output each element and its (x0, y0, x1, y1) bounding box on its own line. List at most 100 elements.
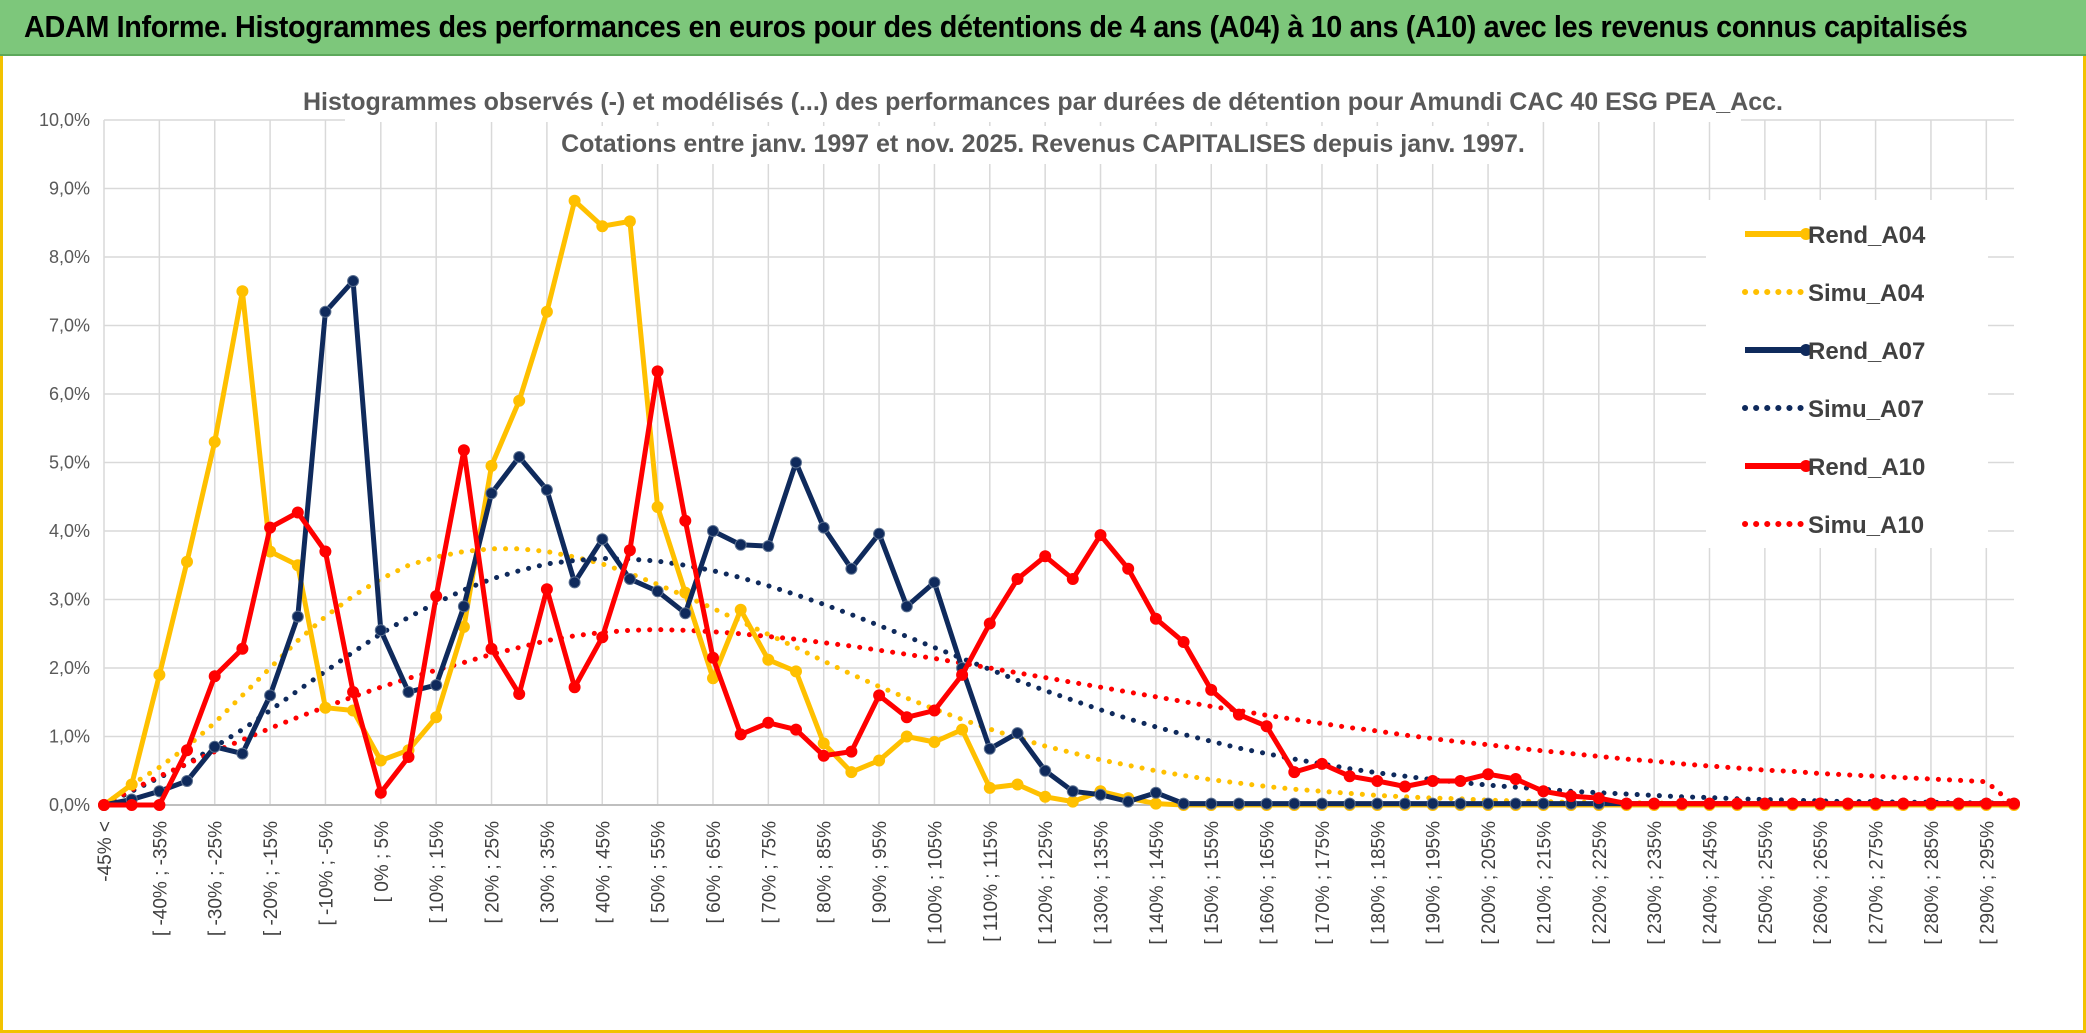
data-point (1039, 764, 1052, 777)
data-point (1869, 797, 1882, 810)
data-point (402, 751, 415, 763)
data-point (153, 799, 166, 811)
data-point (1011, 778, 1024, 791)
chart-title-line-2: Cotations entre janv. 1997 et nov. 2025.… (561, 130, 1525, 158)
data-point (900, 600, 913, 613)
data-point (1066, 795, 1079, 808)
x-tick-label: [ 60% ; 65% (704, 821, 725, 924)
data-point (540, 305, 553, 318)
x-tick-label: [ 270% ; 275% (1867, 821, 1888, 945)
data-point (983, 781, 996, 794)
data-point (208, 670, 221, 683)
data-point (928, 704, 941, 717)
data-point (1149, 612, 1162, 625)
legend-background (1706, 200, 1988, 548)
series-line-simu-a07 (101, 555, 2017, 808)
data-point (236, 747, 249, 760)
data-point (983, 742, 996, 755)
legend-label: Rend_A10 (1808, 454, 1925, 481)
title-bg-2 (585, 126, 1501, 164)
x-tick-label: [ 230% ; 235% (1645, 821, 1666, 945)
data-point (374, 754, 387, 767)
x-tick-label: [ 260% ; 265% (1811, 821, 1832, 945)
x-tick-label: [ 80% ; 85% (815, 821, 836, 924)
data-point (762, 716, 775, 729)
data-point (1509, 797, 1522, 810)
data-point (181, 555, 193, 568)
data-point (1731, 797, 1744, 810)
data-point (1952, 797, 1965, 810)
data-point (1288, 797, 1301, 810)
banner-title: ADAM Informe. Histogrammes des performan… (24, 9, 1968, 44)
data-point (596, 533, 609, 546)
data-point (790, 665, 802, 678)
data-point (236, 642, 249, 655)
x-tick-label: [ 120% ; 125% (1036, 821, 1057, 945)
y-tick-label: 10,0% (39, 110, 90, 130)
title-bg-1 (345, 84, 1741, 122)
data-point (1149, 786, 1162, 799)
legend-marker (1800, 344, 1812, 356)
data-point (374, 624, 387, 637)
data-point (734, 538, 747, 551)
x-tick-label: [ 170% ; 175% (1313, 821, 1334, 945)
data-point (347, 275, 360, 287)
data-point (208, 740, 221, 753)
data-point (928, 736, 941, 748)
legend-marker (1800, 228, 1812, 240)
x-tick-label: [ 290% ; 295% (1977, 821, 1998, 945)
legend-label: Rend_A07 (1808, 338, 1925, 365)
data-point (873, 754, 886, 767)
legend: Rend_A04 Simu_A04 Rend_A07 Simu_A07 Rend_A10… (1706, 200, 1988, 548)
data-point (98, 799, 110, 811)
data-point (1039, 790, 1052, 803)
data-point (1011, 727, 1024, 740)
data-point (1482, 768, 1495, 781)
y-tick-label: 9,0% (49, 179, 90, 199)
data-point (540, 583, 553, 596)
data-point (762, 540, 775, 553)
y-tick-label: 7,0% (49, 316, 90, 336)
banner: ADAM Informe. Histogrammes des performan… (0, 0, 2086, 56)
x-tick-label: [ 40% ; 45% (593, 821, 614, 924)
x-tick-label: [ 10% ; 15% (427, 821, 448, 924)
data-point (1426, 775, 1439, 787)
data-point (181, 744, 193, 757)
data-point (762, 653, 775, 666)
data-point (208, 435, 221, 448)
data-point (1592, 792, 1605, 805)
data-point (845, 745, 858, 758)
y-tick-label: 6,0% (49, 384, 90, 404)
x-tick-label: [ -30% ; -25% (206, 821, 227, 936)
data-point (485, 487, 498, 500)
y-tick-label: 8,0% (49, 247, 90, 267)
data-point (1371, 775, 1384, 787)
data-point (513, 688, 526, 700)
data-point (347, 686, 360, 698)
data-point (291, 610, 304, 623)
data-point (374, 786, 387, 799)
data-point (1537, 785, 1550, 798)
legend-label: Simu_A04 (1808, 280, 1925, 307)
data-point (1482, 797, 1495, 810)
data-point (1399, 797, 1411, 810)
x-tick-label: [ 240% ; 245% (1701, 821, 1722, 945)
data-point (817, 737, 830, 750)
data-point (430, 590, 443, 603)
data-point (679, 514, 692, 527)
data-point (1094, 529, 1107, 542)
x-tick-label: [ -20% ; -15% (261, 821, 282, 936)
data-point (2008, 797, 2020, 810)
data-point (651, 501, 664, 513)
data-point (1177, 797, 1190, 810)
data-point (125, 799, 138, 811)
data-point (457, 600, 470, 613)
data-point (1122, 562, 1135, 575)
x-tick-label: [ 210% ; 215% (1534, 821, 1555, 945)
data-point (845, 766, 858, 779)
data-point (928, 576, 941, 589)
data-point (319, 305, 332, 318)
data-point (1039, 550, 1052, 563)
data-point (264, 689, 277, 702)
